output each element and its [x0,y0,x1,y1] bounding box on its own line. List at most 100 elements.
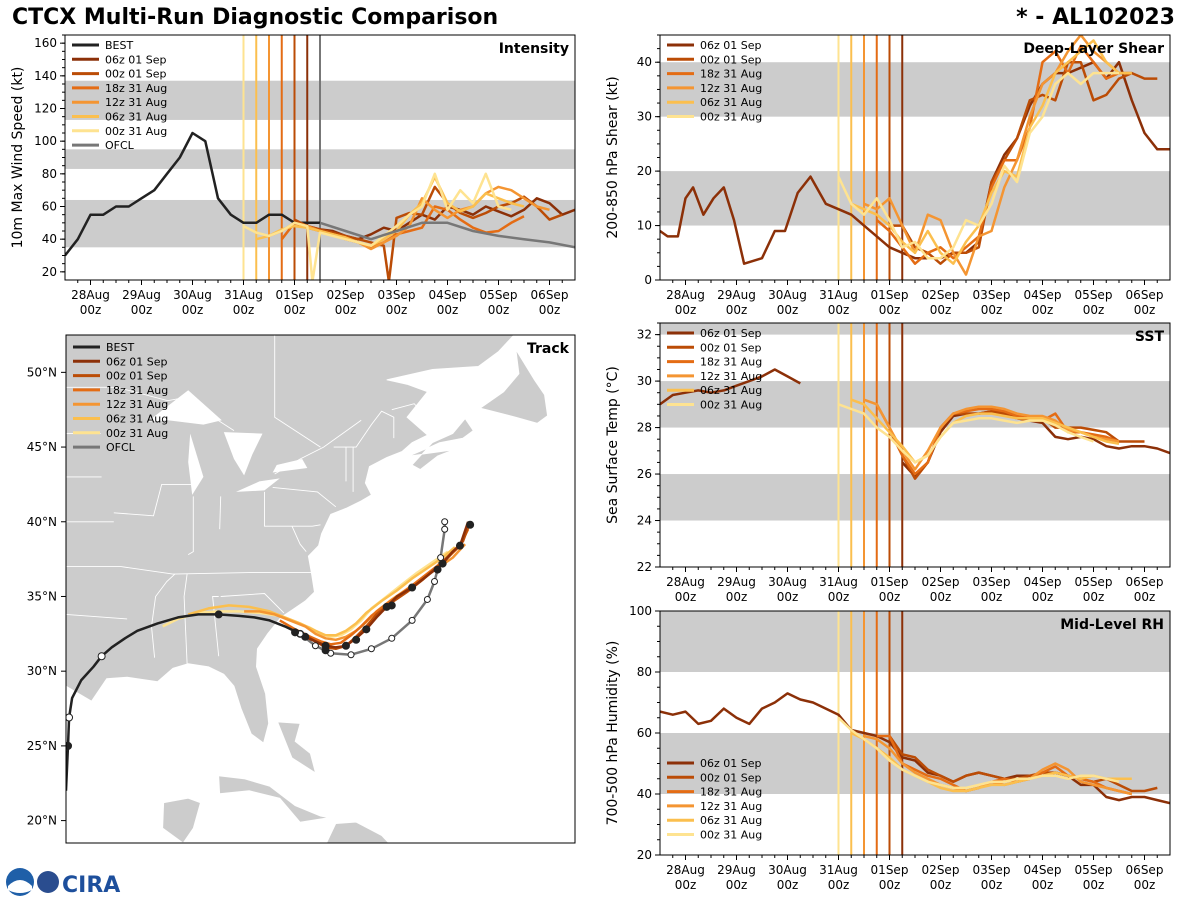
sst-xtick-sublabel: 00z [726,590,748,604]
sst-ytick-label: 32 [637,328,652,342]
shear-ytick-label: 10 [637,219,652,233]
shear-legend-label: 00z 01 Sep [700,53,762,66]
shear-series-line [660,60,1170,265]
forecast-marker-filled [466,520,475,529]
rh-xtick-sublabel: 00z [1083,878,1105,892]
state-border-line [291,526,307,552]
rh-series-line [660,692,1170,805]
sst-legend-label: 12z 31 Aug [700,370,762,383]
forecast-marker-filled [387,601,396,610]
intensity-ytick-label: 40 [42,232,57,246]
shear-ytick-label: 20 [637,164,652,178]
track-ytick-label: 35°N [27,589,57,603]
state-border-line [219,496,222,530]
intensity-ytick-label: 100 [34,134,57,148]
sst-xtick-sublabel: 00z [1083,590,1105,604]
track-legend-label: 12z 31 Aug [106,398,168,411]
track-ytick-label: 25°N [27,739,57,753]
sst-band [660,381,1170,428]
shear-xtick-label: 03Sep [973,288,1011,302]
track-panel-title: Track [527,341,570,357]
great-lake-polygon [188,433,204,495]
rh-legend-label: 12z 31 Aug [700,800,762,813]
intensity-panel-title: Intensity [499,41,569,57]
sst-series-line [850,398,1120,464]
shear-xtick-sublabel: 00z [930,303,952,317]
great-lake-polygon [236,478,280,492]
sst-xtick-label: 03Sep [973,575,1011,589]
intensity-legend-label: 18z 31 Aug [105,82,167,95]
rh-ytick-label: 20 [637,848,652,862]
land-polygon [218,775,329,823]
sst-legend-label: 06z 31 Aug [700,384,762,397]
great-lake-polygon [272,459,308,473]
intensity-series-line [293,185,563,280]
state-border-line [274,335,321,448]
intensity-ylabel: 10m Max Wind Speed (kt) [10,67,26,249]
intensity-xtick-label: 01Sep [276,288,314,302]
intensity-legend-label: BEST [105,39,133,52]
shear-legend-label: 06z 01 Sep [700,39,762,52]
ofcl-marker-open [408,616,416,624]
best-track-marker [66,741,73,750]
track-legend-label: 06z 01 Sep [106,355,168,368]
storm-id-title: * - AL102023 [1016,5,1175,30]
sst-xtick-label: 02Sep [922,575,960,589]
shear-legend-label: 00z 31 Aug [700,111,762,124]
rh-ytick-label: 60 [637,726,652,740]
shear-xtick-label: 02Sep [922,288,960,302]
intensity-xtick-sublabel: 00z [233,303,255,317]
land-polygon [66,335,515,744]
track-map-area [66,335,575,851]
state-border-line [66,386,235,431]
forecast-marker-filled [408,583,417,592]
intensity-panel: 2040608010012014016028Aug00z29Aug00z30Au… [10,34,576,317]
rh-legend-label: 06z 01 Sep [700,757,762,770]
intensity-ytick-label: 140 [34,69,57,83]
state-border-line [187,496,194,555]
intensity-xtick-sublabel: 00z [80,303,102,317]
ofcl-marker-open [431,578,439,586]
rh-series-line [876,734,1133,796]
intensity-xtick-label: 06Sep [531,288,569,302]
intensity-ytick-label: 160 [34,36,57,50]
intensity-xtick-sublabel: 00z [335,303,357,317]
intensity-xtick-label: 31Aug [224,288,263,302]
sst-plot-area [660,323,1170,567]
sst-xtick-sublabel: 00z [930,590,952,604]
intensity-legend-label: 00z 01 Sep [105,68,167,81]
sst-legend-label: 18z 31 Aug [700,356,762,369]
track-ytick-label: 45°N [27,440,57,454]
track-axes-frame [65,334,576,844]
forecast-marker-filled [341,641,350,650]
sst-xtick-sublabel: 00z [981,590,1003,604]
sst-xtick-sublabel: 00z [675,590,697,604]
shear-ytick-label: 40 [637,55,652,69]
intensity-xtick-label: 30Aug [173,288,212,302]
track-ytick-label: 40°N [27,515,57,529]
intensity-legend-label: OFCL [105,139,135,152]
ofcl-marker-open [388,634,396,642]
land-polygon [400,845,416,851]
shear-legend-label: 06z 31 Aug [700,96,762,109]
intensity-xtick-sublabel: 00z [488,303,510,317]
intensity-xtick-sublabel: 00z [386,303,408,317]
sst-band [660,474,1170,521]
great-lake-polygon [147,390,222,425]
shear-xtick-sublabel: 00z [1083,303,1105,317]
rh-panel-title: Mid-Level RH [1060,617,1164,633]
track-legend-label: 06z 31 Aug [106,413,168,426]
great-lake-polygon [223,432,263,476]
intensity-series-line [242,172,512,280]
forecast-marker-filled [321,646,330,655]
sst-series-line [660,368,801,406]
shear-xtick-label: 29Aug [717,288,756,302]
rh-xtick-label: 05Sep [1075,863,1113,877]
shear-xtick-label: 05Sep [1075,288,1113,302]
rh-series-line [888,735,1158,793]
shear-ytick-label: 0 [644,273,652,287]
shear-xtick-sublabel: 00z [726,303,748,317]
intensity-legend-label: 00z 31 Aug [105,125,167,138]
land-polygon [162,797,201,843]
